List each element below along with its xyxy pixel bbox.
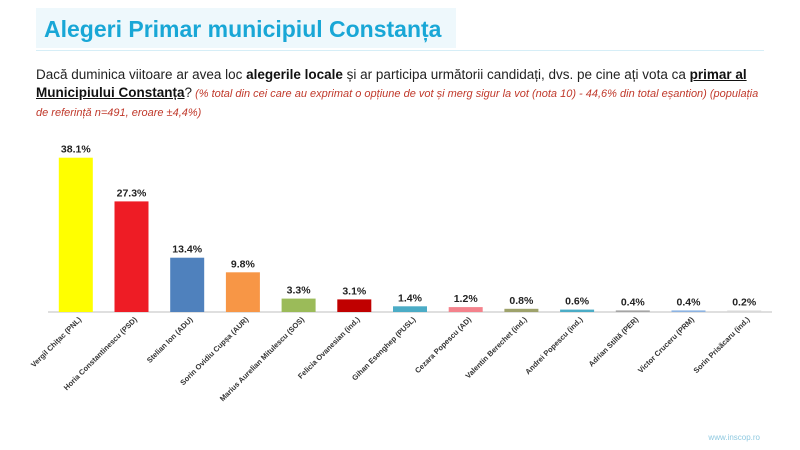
- survey-question: Dacă duminica viitoare ar avea loc alege…: [36, 66, 771, 122]
- category-label: Adrian Stiltă (PER): [587, 315, 641, 369]
- category-label: Vergil Chițac (PNL): [29, 315, 83, 369]
- bar: [448, 307, 483, 312]
- bar: [727, 310, 762, 312]
- category-label: Felicia Ovanesian (ind.): [296, 315, 362, 381]
- bar: [504, 308, 539, 312]
- data-label: 38.1%: [61, 144, 91, 156]
- bar: [560, 309, 595, 312]
- title-divider: [36, 50, 764, 51]
- question-emphasis-1: alegerile locale: [246, 67, 343, 82]
- bar: [170, 257, 205, 312]
- bar: [615, 310, 650, 312]
- page-title: Alegeri Primar municipiul Constanța: [44, 16, 442, 42]
- bar: [225, 272, 260, 312]
- source-footer: www.inscop.ro: [708, 433, 760, 442]
- bar: [281, 298, 316, 312]
- data-label: 0.8%: [509, 295, 534, 307]
- bar: [114, 201, 149, 312]
- data-label: 0.4%: [621, 296, 646, 308]
- question-emphasis-2: primar al Municipiului Constanța: [36, 67, 747, 100]
- methodology-note: (% total din cei care au exprimat o opți…: [36, 88, 759, 119]
- data-label: 1.4%: [398, 292, 423, 304]
- data-label: 3.1%: [342, 285, 367, 297]
- bar: [58, 157, 93, 312]
- data-label: 0.2%: [732, 297, 757, 309]
- data-label: 13.4%: [172, 244, 202, 256]
- bar: [393, 306, 427, 312]
- question-text-3: ?: [184, 85, 193, 100]
- category-label: Cezara Popescu (AD): [413, 315, 473, 375]
- bar: [671, 310, 706, 312]
- bar: [337, 299, 372, 312]
- data-label: 0.4%: [677, 296, 702, 308]
- category-label: Andrei Popescu (ind.): [523, 315, 585, 377]
- question-text-1: Dacă duminica viitoare ar avea loc: [36, 67, 247, 82]
- category-label: Stelian Ion (ADU): [145, 315, 195, 365]
- data-label: 0.6%: [565, 296, 590, 308]
- category-label: Gihan Esenghep (PUSL): [350, 315, 418, 383]
- data-label: 27.3%: [117, 187, 147, 199]
- data-label: 3.3%: [287, 285, 312, 297]
- category-label: Valentin Berechet (ind.): [464, 315, 530, 381]
- question-text-2: și ar participa următorii candidați, dvs…: [342, 67, 690, 82]
- title-band: [36, 8, 456, 48]
- category-label: Victor Cruceru (PRM): [636, 315, 696, 375]
- data-label: 9.8%: [231, 258, 256, 270]
- data-label: 1.2%: [454, 293, 479, 305]
- category-label: Sorin Prisăcaru (ind.): [692, 315, 752, 375]
